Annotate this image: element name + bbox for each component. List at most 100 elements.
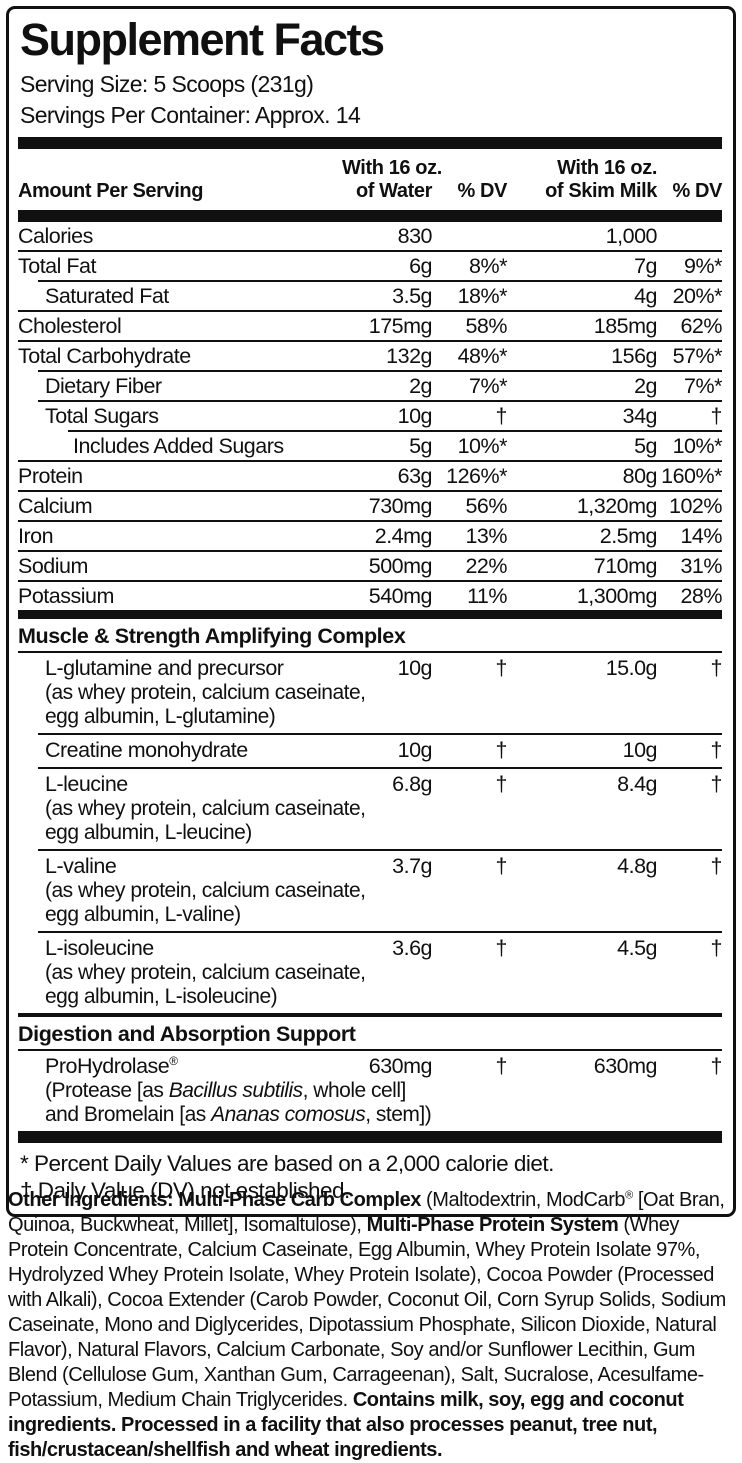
ingredient-source-line: (as whey protein, calcium caseinate,: [38, 681, 722, 705]
footnotes: * Percent Daily Values are based on a 2,…: [18, 1143, 722, 1206]
serving-size: Serving Size: 5 Scoops (231g): [20, 71, 314, 97]
milk-dv: 160%*: [661, 464, 722, 488]
proprietary-sections: Muscle & Strength Amplifying Complex L-g…: [18, 610, 723, 1131]
milk-dv: †: [710, 404, 723, 428]
nutrient-row: Potassium 540mg 11% 1,300mg 28%: [18, 580, 723, 610]
ingredient-source-line: (as whey protein, calcium caseinate,: [38, 879, 722, 903]
text-segment: , whole cell]: [302, 1079, 407, 1102]
water-dv: 8%*: [469, 254, 507, 278]
nutrient-row: Protein 63g 126%* 80g 160%*: [18, 460, 723, 490]
milk-amount: 8.4g: [617, 772, 657, 796]
ingredient-source-line: (as whey protein, calcium caseinate,: [38, 961, 722, 985]
nutrient-row: Includes Added Sugars 5g 10%* 5g 10%*: [68, 430, 723, 460]
water-amount: 3.7g: [392, 854, 432, 878]
text-segment: egg albumin, L-glutamine): [45, 705, 276, 728]
water-amount: 2g: [409, 374, 432, 398]
milk-amount: 4g: [634, 284, 657, 308]
panel-title: Supplement Facts: [20, 14, 385, 65]
registered-mark: ®: [169, 1053, 178, 1068]
water-dv: †: [495, 656, 508, 680]
milk-amount: 15.0g: [605, 656, 658, 680]
milk-dv: 7%*: [684, 374, 722, 398]
nutrient-row: Total Carbohydrate 132g 48%* 156g 57%*: [18, 340, 723, 370]
milk-dv: 9%*: [684, 254, 722, 278]
column-header-water-line2: of Water: [355, 180, 432, 202]
text-segment: (Maltodextrin, ModCarb: [420, 1189, 626, 1211]
ingredient-source-line: egg albumin, L-valine): [38, 903, 722, 927]
water-dv: †: [495, 738, 508, 762]
water-amount: 3.5g: [392, 284, 432, 308]
milk-amount: 630mg: [593, 1054, 658, 1078]
ingredient-name: L-isoleucine: [45, 936, 154, 960]
text-segment: (Whey Protein Concentrate, Calcium Casei…: [8, 1214, 726, 1411]
divider-bar-top: [18, 137, 722, 149]
water-dv: 56%: [465, 494, 507, 518]
section-divider-bar: [18, 1013, 722, 1017]
ingredient-source-line: (Protease [as Bacillus subtilis, whole c…: [38, 1079, 722, 1103]
water-amount: 10g: [397, 404, 433, 428]
water-dv: 58%: [465, 314, 507, 338]
nutrient-row: Total Sugars 10g † 34g †: [38, 400, 723, 430]
divider-bar-header: [18, 210, 722, 222]
text-segment: Multi-Phase Protein System: [366, 1214, 619, 1236]
milk-dv: †: [710, 936, 723, 960]
water-dv: †: [495, 854, 508, 878]
water-amount: 10g: [397, 656, 433, 680]
section-divider-bar: [18, 610, 722, 619]
milk-dv: †: [710, 1054, 723, 1078]
milk-amount: 1,000: [605, 224, 658, 248]
milk-dv: 28%: [680, 584, 722, 608]
water-dv: 7%*: [469, 374, 507, 398]
milk-amount: 7g: [634, 254, 657, 278]
milk-dv: †: [710, 738, 723, 762]
milk-amount: 1,320mg: [576, 494, 658, 518]
nutrient-row: Calcium 730mg 56% 1,320mg 102%: [18, 490, 723, 520]
supplement-facts-panel: Supplement Facts Serving Size: 5 Scoops …: [6, 6, 736, 1217]
text-segment: egg albumin, L-isoleucine): [45, 985, 278, 1008]
column-header-milk-line2: of Skim Milk: [545, 180, 657, 202]
nutrient-name: Includes Added Sugars: [73, 434, 284, 458]
milk-dv: 10%*: [672, 434, 723, 458]
milk-amount: 10g: [622, 738, 658, 762]
water-amount: 63g: [397, 464, 433, 488]
text-segment: Ananas comosus: [211, 1103, 366, 1126]
column-header-milk-line1: With 16 oz.: [557, 157, 657, 179]
water-dv: †: [495, 404, 508, 428]
nutrient-name: Dietary Fiber: [45, 374, 162, 398]
water-amount: 540mg: [368, 584, 433, 608]
water-amount: 2.4mg: [374, 524, 433, 548]
ingredient-source-line: egg albumin, L-leucine): [38, 821, 722, 845]
servings-per-container: Servings Per Container: Approx. 14: [20, 102, 361, 128]
milk-dv: 31%: [680, 554, 722, 578]
milk-amount: 34g: [622, 404, 658, 428]
ingredient-name: L-leucine: [45, 772, 128, 796]
milk-dv: 102%: [669, 494, 723, 518]
text-segment: (as whey protein, calcium caseinate,: [45, 681, 366, 704]
ingredient-source-line: egg albumin, L-glutamine): [38, 705, 722, 729]
column-header-dv-milk: % DV: [672, 180, 722, 202]
nutrient-table: Calories 830 1,000 Total Fat 6g 8%* 7g 9…: [18, 222, 723, 610]
nutrient-row: Saturated Fat 3.5g 18%* 4g 20%*: [38, 280, 723, 310]
nutrient-row: Calories 830 1,000: [18, 222, 722, 250]
water-amount: 830: [397, 224, 433, 248]
milk-amount: 80g: [622, 464, 658, 488]
section-heading: Digestion and Absorption Support: [18, 1017, 722, 1051]
text-segment: (as whey protein, calcium caseinate,: [45, 797, 366, 820]
milk-amount: 5g: [634, 434, 657, 458]
water-amount: 500mg: [368, 554, 433, 578]
milk-amount: 710mg: [593, 554, 658, 578]
nutrient-name: Total Sugars: [45, 404, 159, 428]
nutrient-name: Calcium: [18, 494, 93, 518]
nutrient-name: Calories: [18, 224, 93, 248]
milk-dv: †: [710, 656, 723, 680]
water-dv: 22%: [465, 554, 507, 578]
ingredient-name: L-valine: [45, 854, 117, 878]
water-dv: 11%: [467, 584, 507, 608]
milk-dv: 20%*: [672, 284, 723, 308]
footnote: † Daily Value (DV) not established.: [20, 1178, 350, 1203]
water-amount: 3.6g: [392, 936, 432, 960]
water-dv: †: [495, 936, 508, 960]
text-segment: (Protease [as: [45, 1079, 169, 1102]
complex-ingredient-row: L-valine 3.7g † 4.8g † (as whey protein,…: [38, 849, 723, 931]
